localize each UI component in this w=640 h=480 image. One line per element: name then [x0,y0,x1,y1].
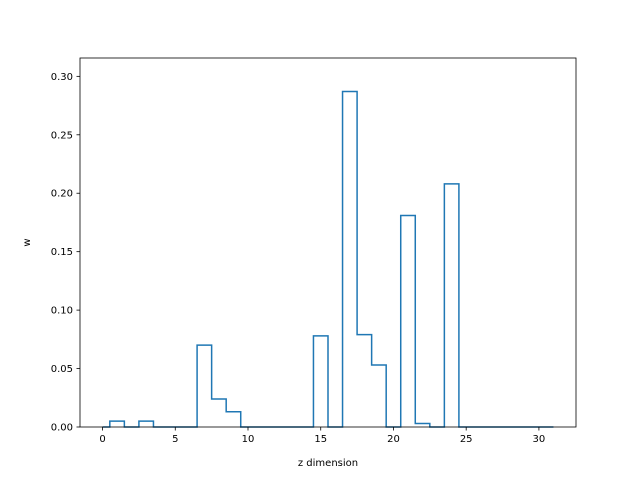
x-axis-label: z dimension [298,458,358,469]
y-tick-label: 0.25 [51,130,73,141]
y-tick-label: 0.00 [51,423,73,434]
y-tick-label: 0.10 [51,306,73,317]
x-tick-label: 30 [533,434,546,445]
axes-frame [79,57,577,428]
x-tick-label: 20 [387,434,400,445]
y-tick-label: 0.05 [51,364,73,375]
y-tick-label: 0.15 [51,247,73,258]
x-tick-label: 10 [242,434,255,445]
y-tick-label: 0.20 [51,189,73,200]
y-tick-label: 0.30 [51,72,73,83]
axes: 0 5 10 15 20 25 30 0.00 0.05 0.10 0.15 0.20 0.25 0.30 [51,57,577,445]
x-tick-label: 15 [314,434,327,445]
x-tick-label: 5 [172,434,178,445]
x-tick-label: 0 [99,434,105,445]
x-tick-label: 25 [460,434,473,445]
y-axis-label: w [22,238,33,246]
